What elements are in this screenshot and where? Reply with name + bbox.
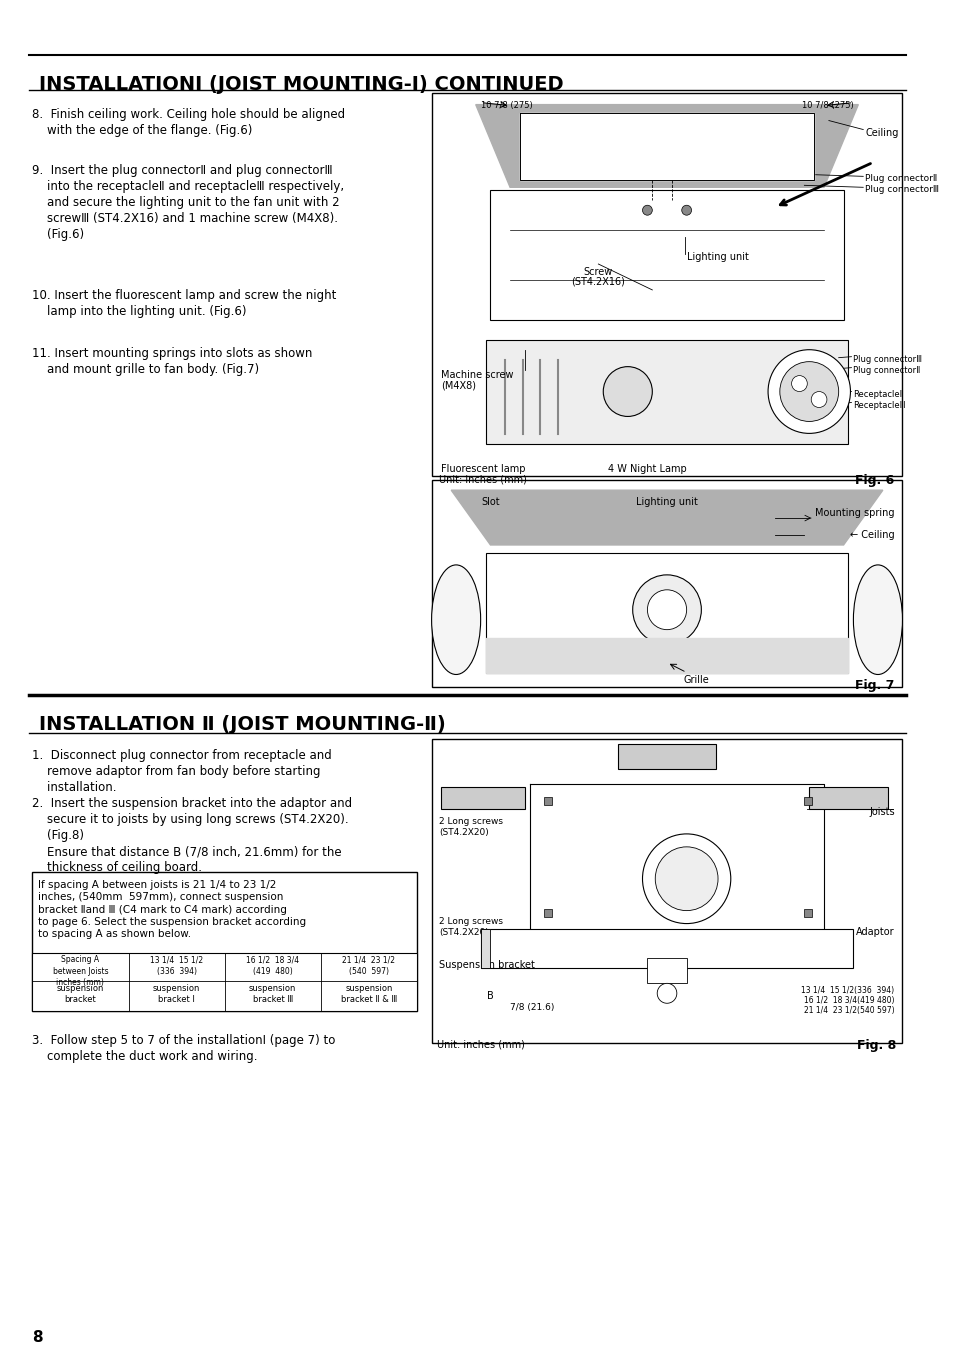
Text: 8: 8: [32, 1330, 43, 1345]
Text: suspension
bracket Ⅲ: suspension bracket Ⅲ: [249, 984, 296, 1004]
Text: ReceptacleⅡ: ReceptacleⅡ: [853, 390, 903, 399]
Circle shape: [657, 983, 676, 1003]
Text: Plug connectorⅡ: Plug connectorⅡ: [853, 365, 920, 375]
Bar: [32, 953, 416, 1011]
Bar: [544, 909, 552, 917]
Text: (ST4.2X20): (ST4.2X20): [439, 828, 489, 837]
Circle shape: [602, 367, 652, 417]
Text: Screw: Screw: [583, 267, 613, 276]
Text: 21 1/4  23 1/2(540 597): 21 1/4 23 1/2(540 597): [803, 1006, 894, 1015]
Circle shape: [767, 349, 849, 434]
Bar: [490, 190, 842, 319]
Polygon shape: [529, 785, 823, 938]
Text: 13 1/4  15 1/2(336  394): 13 1/4 15 1/2(336 394): [801, 987, 894, 995]
Text: 10. Insert the fluorescent lamp and screw the night
    lamp into the lighting u: 10. Insert the fluorescent lamp and scre…: [32, 288, 336, 318]
Text: 10 7/8 (275): 10 7/8 (275): [801, 101, 853, 109]
Text: Lighting unit: Lighting unit: [636, 497, 698, 507]
Polygon shape: [485, 638, 847, 673]
Text: Joists: Joists: [868, 807, 894, 817]
Text: suspension
bracket: suspension bracket: [56, 984, 104, 1004]
Text: Mounting spring: Mounting spring: [814, 508, 894, 518]
Circle shape: [632, 574, 700, 644]
Circle shape: [641, 834, 730, 923]
Text: ReceptacleⅢ: ReceptacleⅢ: [853, 400, 905, 410]
Text: Lighting unit: Lighting unit: [686, 252, 748, 262]
Bar: [544, 797, 552, 805]
Bar: [441, 787, 524, 809]
Text: 11. Insert mounting springs into slots as shown
    and mount grille to fan body: 11. Insert mounting springs into slots a…: [32, 346, 313, 376]
Text: suspension
bracket Ⅱ & Ⅲ: suspension bracket Ⅱ & Ⅲ: [340, 984, 396, 1004]
Polygon shape: [451, 491, 882, 545]
Circle shape: [791, 376, 806, 391]
Text: ← Ceiling: ← Ceiling: [849, 530, 894, 541]
Text: suspension
bracket Ⅰ: suspension bracket Ⅰ: [152, 984, 200, 1004]
Bar: [431, 739, 902, 1043]
Text: 8.  Finish ceiling work. Ceiling hole should be aligned
    with the edge of the: 8. Finish ceiling work. Ceiling hole sho…: [32, 108, 345, 136]
Circle shape: [655, 847, 718, 911]
Text: Unit: inches (mm): Unit: inches (mm): [439, 474, 527, 484]
Bar: [485, 553, 847, 673]
Bar: [480, 929, 853, 968]
Text: 7/8 (21.6): 7/8 (21.6): [510, 1003, 554, 1012]
Text: 21 1/4  23 1/2
(540  597): 21 1/4 23 1/2 (540 597): [342, 956, 395, 976]
Text: B: B: [487, 991, 494, 1002]
Text: Fig. 6: Fig. 6: [855, 474, 894, 487]
Bar: [480, 929, 490, 968]
Text: 13 1/4  15 1/2
(336  394): 13 1/4 15 1/2 (336 394): [150, 956, 203, 976]
Circle shape: [779, 361, 838, 422]
Text: 2.  Insert the suspension bracket into the adaptor and
    secure it to joists b: 2. Insert the suspension bracket into th…: [32, 797, 352, 874]
Bar: [647, 958, 686, 983]
Text: Machine screw: Machine screw: [441, 369, 514, 380]
Text: 1.  Disconnect plug connector from receptacle and
    remove adaptor from fan bo: 1. Disconnect plug connector from recept…: [32, 749, 332, 794]
Bar: [618, 744, 716, 770]
Text: Grille: Grille: [683, 675, 709, 686]
Text: Unit: inches (mm): Unit: inches (mm): [437, 1039, 525, 1049]
Polygon shape: [476, 105, 858, 187]
Text: INSTALLATION Ⅱ (JOIST MOUNTING-Ⅱ): INSTALLATION Ⅱ (JOIST MOUNTING-Ⅱ): [39, 716, 445, 735]
Polygon shape: [519, 113, 813, 181]
Text: Suspension bracket: Suspension bracket: [439, 960, 535, 971]
Bar: [485, 340, 847, 445]
Text: 16 1/2  18 3/4(419 480): 16 1/2 18 3/4(419 480): [803, 996, 894, 1006]
Text: Plug connectorⅢ: Plug connectorⅢ: [853, 355, 922, 364]
Bar: [431, 93, 902, 476]
Bar: [32, 872, 416, 1011]
Text: If spacing A between joists is 21 1/4 to 23 1/2
inches, (540mm  597mm), connect : If spacing A between joists is 21 1/4 to…: [38, 880, 306, 940]
Text: 2 Long screws: 2 Long screws: [439, 917, 503, 926]
Text: 2 Long screws: 2 Long screws: [439, 817, 503, 826]
Circle shape: [647, 590, 686, 630]
Text: INSTALLATIONⅠ (JOIST MOUNTING-Ⅰ) CONTINUED: INSTALLATIONⅠ (JOIST MOUNTING-Ⅰ) CONTINU…: [39, 74, 563, 94]
Text: Plug connectorⅢ: Plug connectorⅢ: [864, 185, 938, 194]
Text: (M4X8): (M4X8): [441, 380, 476, 391]
Text: 10 7/8 (275): 10 7/8 (275): [480, 101, 532, 109]
Bar: [808, 787, 887, 809]
Text: Fig. 8: Fig. 8: [857, 1039, 896, 1053]
Circle shape: [810, 391, 826, 407]
Text: Ceiling: Ceiling: [864, 128, 898, 137]
Bar: [803, 909, 811, 917]
Ellipse shape: [431, 565, 480, 674]
Ellipse shape: [853, 565, 902, 674]
Text: Spacing A
between Joists
inches (mm): Spacing A between Joists inches (mm): [52, 956, 108, 987]
Text: 16 1/2  18 3/4
(419  480): 16 1/2 18 3/4 (419 480): [246, 956, 299, 976]
Text: 4 W Night Lamp: 4 W Night Lamp: [607, 464, 686, 474]
Text: Fluorescent lamp: Fluorescent lamp: [441, 464, 525, 474]
Bar: [431, 480, 902, 687]
Text: (ST4.2X20): (ST4.2X20): [439, 927, 489, 937]
Text: 3.  Follow step 5 to 7 of the installationⅠ (page 7) to
    complete the duct wo: 3. Follow step 5 to 7 of the installatio…: [32, 1034, 335, 1064]
Text: (ST4.2X16): (ST4.2X16): [571, 276, 624, 287]
Text: Fig. 7: Fig. 7: [854, 679, 894, 693]
Circle shape: [681, 205, 691, 216]
Text: Plug connectorⅡ: Plug connectorⅡ: [864, 174, 937, 183]
Text: Slot: Slot: [480, 497, 499, 507]
Text: 9.  Insert the plug connectorⅡ and plug connectorⅢ
    into the receptacleⅡ and : 9. Insert the plug connectorⅡ and plug c…: [32, 164, 344, 241]
Circle shape: [641, 205, 652, 216]
Text: Adaptor: Adaptor: [657, 758, 696, 767]
Text: Adaptor: Adaptor: [855, 926, 894, 937]
Bar: [803, 797, 811, 805]
